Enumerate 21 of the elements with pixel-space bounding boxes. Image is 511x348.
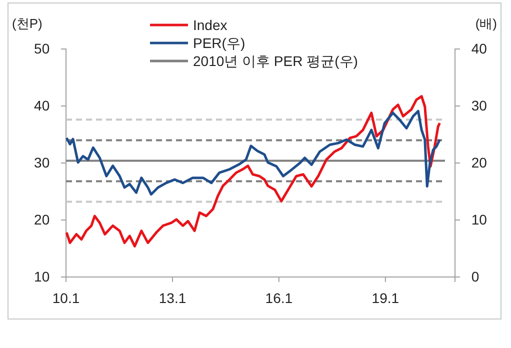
x-tick-label: 16.1: [265, 290, 293, 306]
legend-label: Index: [193, 17, 228, 33]
legend-label: 2010년 이후 PER 평균(우): [193, 53, 358, 69]
y-axis-title: (천P): [12, 16, 42, 31]
y-tick-label: 10: [34, 268, 50, 284]
y-tick-label: 50: [34, 40, 50, 56]
x-tick-label: 19.1: [372, 290, 400, 306]
y-tick-label: 30: [34, 154, 50, 170]
y-tick-label: 40: [34, 97, 50, 114]
y2-tick-label: 0: [471, 268, 480, 284]
y2-axis-title: (배): [475, 16, 497, 31]
x-tick-label: 10.1: [52, 290, 80, 306]
y2-tick-label: 20: [471, 154, 488, 170]
y2-tick-label: 40: [471, 40, 488, 56]
legend-label: PER(우): [193, 35, 246, 51]
line-series: [65, 110, 441, 196]
y2-tick-label: 30: [471, 97, 488, 114]
y2-tick-label: 10: [471, 211, 488, 228]
y-tick-label: 20: [34, 211, 50, 228]
x-tick-label: 13.1: [158, 290, 186, 306]
line-series: [65, 95, 441, 248]
